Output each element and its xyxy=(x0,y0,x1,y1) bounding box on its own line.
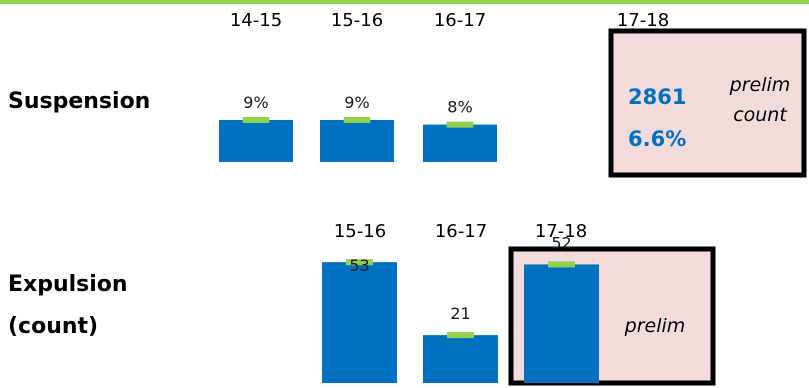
suspension-year-label: 17-18 xyxy=(617,10,669,31)
expulsion-year-label: 17-18 xyxy=(535,221,587,242)
expulsion-bar xyxy=(423,335,498,383)
suspension-year-label: 16-17 xyxy=(434,10,486,31)
expulsion-bar-cap xyxy=(346,259,373,266)
suspension-year-label: 14-15 xyxy=(230,10,282,31)
expulsion-year-label: 16-17 xyxy=(435,221,487,242)
suspension-bar-cap xyxy=(242,116,270,123)
top-accent-rule xyxy=(0,0,809,4)
suspension-bar xyxy=(423,124,497,162)
suspension-bar xyxy=(320,119,394,162)
suspension-count-text: 2861 xyxy=(628,85,686,109)
suspension-rate-text: 6.6% xyxy=(628,127,686,151)
expulsion-prelim-note: prelim xyxy=(624,315,686,337)
expulsion-bar xyxy=(322,262,397,383)
suspension-value-label: 8% xyxy=(447,98,472,117)
suspension-row-label: Suspension xyxy=(8,89,150,114)
suspension-highlight-box: 2861 6.6% prelim count xyxy=(608,28,807,178)
expulsion-chart: Expulsion (count) 15-16 16-17 17-18 53 21… xyxy=(8,221,716,386)
suspension-bar-cap xyxy=(446,121,474,128)
suspension-count-note: count xyxy=(733,104,788,126)
expulsion-bar xyxy=(524,264,599,383)
suspension-bar-cap xyxy=(343,116,371,123)
expulsion-bar-cap xyxy=(548,261,575,268)
suspension-value-label: 9% xyxy=(243,93,268,112)
suspension-bar xyxy=(219,119,293,162)
suspension-value-label: 9% xyxy=(344,93,369,112)
expulsion-year-label: 15-16 xyxy=(334,221,386,242)
expulsion-value-label: 53 xyxy=(349,256,369,275)
suspension-chart: Suspension 14-15 15-16 16-17 17-18 9% 9% 8… xyxy=(8,10,807,178)
expulsion-row-label: (count) xyxy=(8,314,98,339)
expulsion-bar-cap xyxy=(447,332,474,339)
suspension-prelim-note: prelim xyxy=(729,74,791,96)
expulsion-row-label: Expulsion xyxy=(8,272,128,297)
suspension-year-label: 15-16 xyxy=(331,10,383,31)
expulsion-value-label: 52 xyxy=(551,233,571,252)
expulsion-value-label: 21 xyxy=(450,304,470,323)
